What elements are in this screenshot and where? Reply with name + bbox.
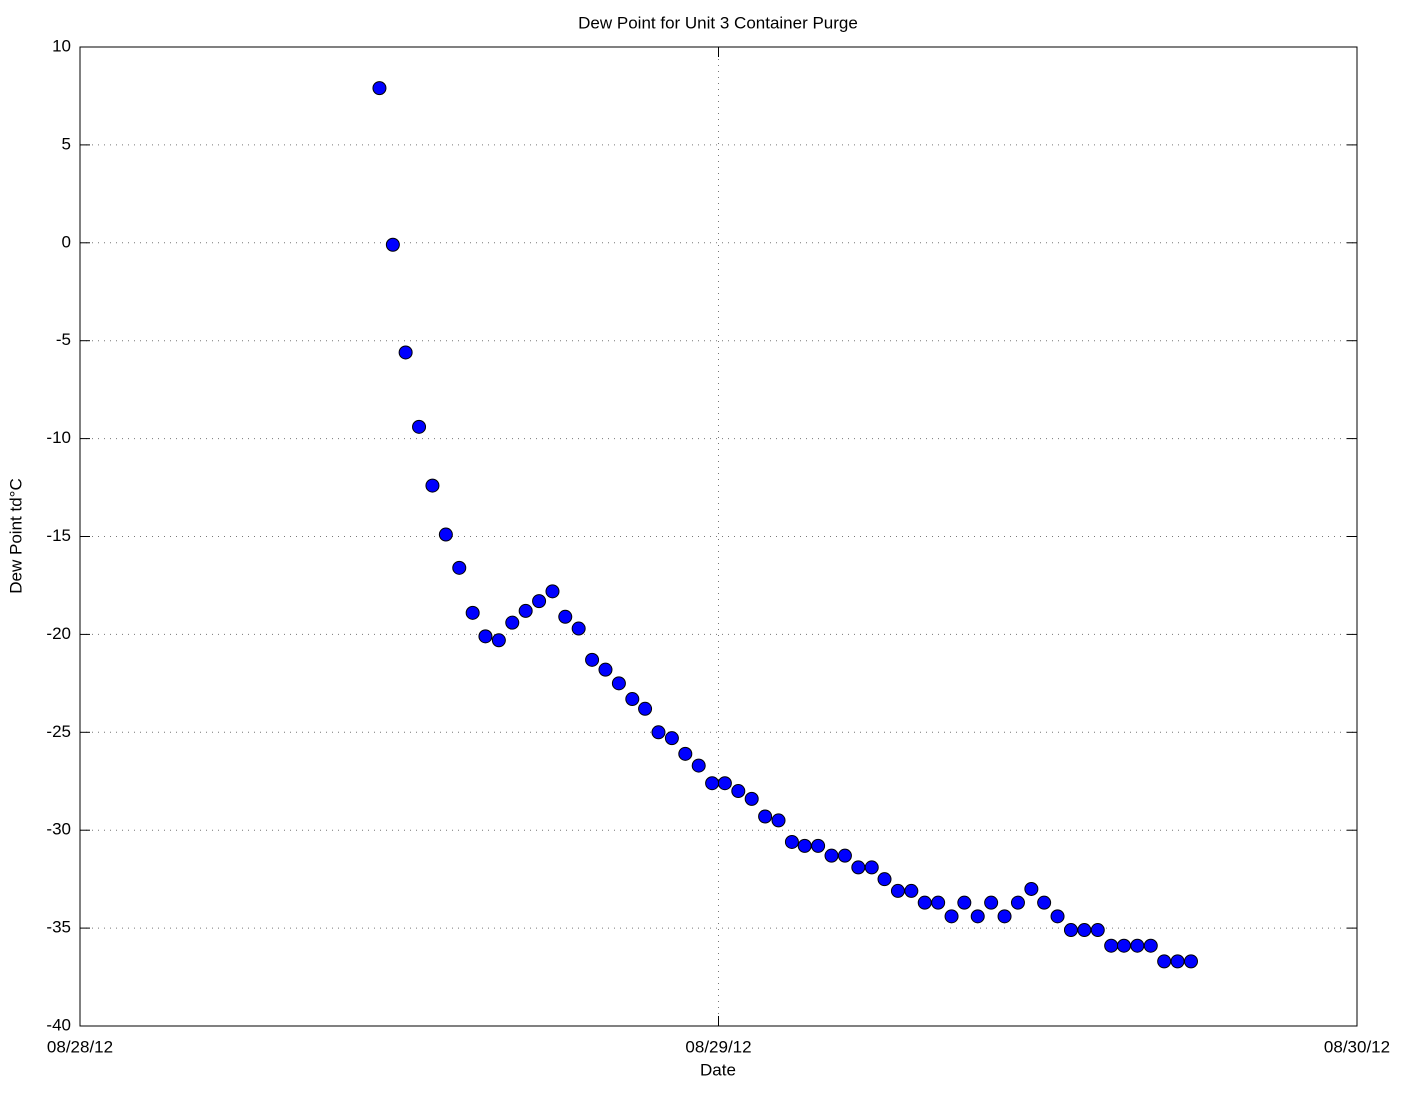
data-point	[851, 860, 866, 875]
data-point	[1010, 895, 1025, 910]
data-point	[611, 676, 626, 691]
data-point	[678, 746, 693, 761]
data-point	[465, 605, 480, 620]
data-point	[957, 895, 972, 910]
data-point	[625, 692, 640, 707]
data-point	[1157, 954, 1172, 969]
data-point	[864, 860, 879, 875]
data-point	[518, 603, 533, 618]
data-point	[412, 419, 427, 434]
x-tick-label: 08/29/12	[685, 1037, 751, 1056]
y-tick-label: -35	[46, 918, 71, 937]
data-point	[1183, 954, 1198, 969]
data-point	[691, 758, 706, 773]
data-point	[1037, 895, 1052, 910]
data-point	[824, 848, 839, 863]
data-point	[890, 883, 905, 898]
data-point	[491, 633, 506, 648]
data-point	[372, 81, 387, 96]
data-point	[877, 872, 892, 887]
data-point	[505, 615, 520, 630]
y-tick-label: -10	[46, 428, 71, 447]
data-point	[545, 584, 560, 599]
y-tick-label: 5	[62, 134, 71, 153]
data-point	[797, 838, 812, 853]
x-tick-label: 08/28/12	[47, 1037, 113, 1056]
data-point	[717, 776, 732, 791]
data-point	[931, 895, 946, 910]
data-point	[1116, 938, 1131, 953]
data-point	[1170, 954, 1185, 969]
data-point	[425, 478, 440, 493]
data-point	[664, 731, 679, 746]
data-point	[478, 629, 493, 644]
y-tick-label: -25	[46, 722, 71, 741]
data-point	[944, 909, 959, 924]
data-point	[731, 784, 746, 799]
data-point	[558, 609, 573, 624]
x-tick-label: 08/30/12	[1324, 1037, 1390, 1056]
plot-frame	[79, 46, 1358, 1027]
data-point	[758, 809, 773, 824]
data-point	[1143, 938, 1158, 953]
data-point	[385, 237, 400, 252]
data-point	[1077, 923, 1092, 938]
data-point	[1050, 909, 1065, 924]
data-point	[984, 895, 999, 910]
data-point	[452, 560, 467, 575]
data-point	[997, 909, 1012, 924]
data-point	[771, 813, 786, 828]
data-point	[837, 848, 852, 863]
data-point	[398, 345, 413, 360]
y-tick-label: -20	[46, 624, 71, 643]
y-tick-label: 10	[52, 36, 71, 55]
data-point	[585, 652, 600, 667]
data-point	[571, 621, 586, 636]
data-point	[1063, 923, 1078, 938]
data-point	[1090, 923, 1105, 938]
y-tick-label: -5	[56, 330, 71, 349]
x-axis-label: Date	[700, 1060, 736, 1079]
data-point	[651, 725, 666, 740]
y-tick-label: -30	[46, 820, 71, 839]
data-point	[904, 883, 919, 898]
y-axis-label: Dew Point td°C	[6, 478, 25, 593]
chart-title: Dew Point for Unit 3 Container Purge	[578, 13, 858, 32]
data-point	[438, 527, 453, 542]
data-point	[1024, 881, 1039, 896]
y-tick-label: -40	[46, 1015, 71, 1034]
data-point	[784, 834, 799, 849]
data-point	[1130, 938, 1145, 953]
y-tick-label: -15	[46, 526, 71, 545]
data-point	[917, 895, 932, 910]
data-point	[811, 838, 826, 853]
data-point	[598, 662, 613, 677]
y-tick-label: 0	[62, 232, 71, 251]
data-point	[705, 776, 720, 791]
data-point	[1104, 938, 1119, 953]
data-point	[744, 791, 759, 806]
data-point	[970, 909, 985, 924]
data-point	[532, 594, 547, 609]
data-point	[638, 701, 653, 716]
